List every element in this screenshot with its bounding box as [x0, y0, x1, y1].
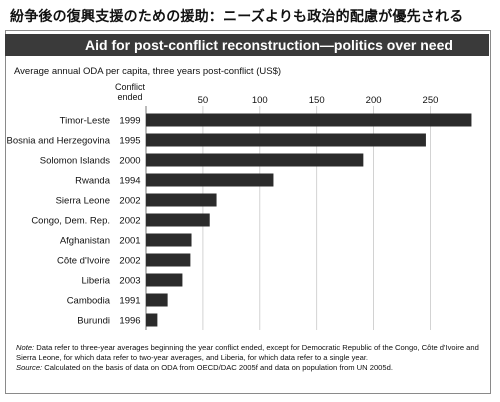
conflict-year-label: 2002	[119, 216, 140, 227]
category-label: Sierra Leone	[56, 196, 110, 207]
conflict-year-label: 1996	[119, 316, 140, 327]
bar	[146, 193, 217, 207]
japanese-title: 紛争後の復興支援のための援助：ニーズよりも政治的配慮が優先される	[10, 9, 464, 25]
x-tick-label: 100	[252, 95, 268, 106]
category-label: Congo, Dem. Rep.	[31, 216, 110, 227]
figure-frame	[5, 30, 491, 394]
conflict-ended-header: Conflict ended	[114, 82, 145, 102]
conflict-year-label: 2003	[119, 276, 140, 287]
conflict-year-label: 1991	[119, 296, 140, 307]
bar	[146, 213, 210, 227]
bar	[146, 253, 191, 267]
notes: Note: Data refer to three-year averages …	[16, 343, 486, 373]
x-tick-label: 250	[423, 95, 439, 106]
source-text: Calculated on the basis of data on ODA f…	[42, 363, 393, 372]
bar	[146, 293, 168, 307]
category-label: Solomon Islands	[40, 156, 110, 167]
conflict-year-label: 2002	[119, 196, 140, 207]
bar	[146, 273, 183, 287]
bar	[146, 173, 274, 187]
bar	[146, 113, 472, 127]
category-label: Rwanda	[75, 176, 111, 187]
category-label: Afghanistan	[60, 236, 110, 247]
bar	[146, 153, 364, 167]
title-band	[5, 34, 489, 56]
category-label: Burundi	[77, 316, 110, 327]
conflict-year-label: 1999	[119, 116, 140, 127]
bar	[146, 233, 192, 247]
conflict-year-label: 2001	[119, 236, 140, 247]
category-label: Cambodia	[67, 296, 111, 307]
x-tick-label: 150	[309, 95, 325, 106]
source-label: Source:	[16, 363, 43, 372]
category-label: Bosnia and Herzegovina	[6, 136, 110, 147]
chart-title: Aid for post-conflict reconstruction—pol…	[85, 37, 453, 53]
category-label: Liberia	[81, 276, 110, 287]
note-label: Note:	[16, 343, 35, 352]
category-label: Côte d'Ivoire	[57, 256, 110, 267]
conflict-year-label: 1995	[119, 136, 140, 147]
source-paragraph: Source: Calculated on the basis of data …	[16, 363, 486, 373]
bar	[146, 313, 158, 327]
x-tick-label: 50	[198, 95, 209, 106]
chart-subtitle: Average annual ODA per capita, three yea…	[14, 66, 282, 77]
note-text: Data refer to three-year averages beginn…	[16, 343, 479, 362]
bar	[146, 133, 426, 147]
conflict-year-label: 2002	[119, 256, 140, 267]
note-paragraph: Note: Data refer to three-year averages …	[16, 343, 486, 363]
x-tick-label: 200	[366, 95, 382, 106]
conflict-year-label: 1994	[119, 176, 140, 187]
conflict-year-label: 2000	[119, 156, 140, 167]
category-label: Timor-Leste	[60, 116, 110, 127]
